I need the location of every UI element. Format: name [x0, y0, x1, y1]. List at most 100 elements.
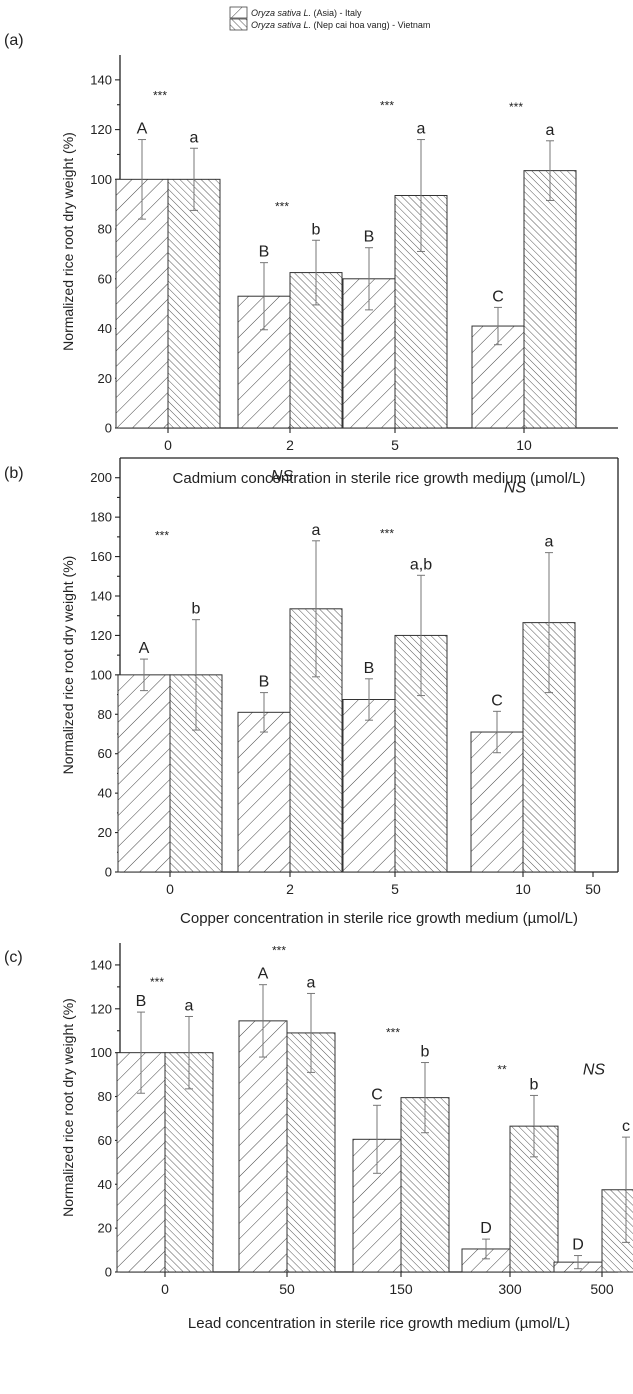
- legend: Oryza sativa L. (Asia) - Italy Oryza sat…: [229, 6, 430, 31]
- y-tick-label: 120: [90, 122, 112, 137]
- significance-letter: a,b: [410, 556, 432, 573]
- y-tick-label: 100: [90, 667, 112, 682]
- significance-marker: **: [497, 1062, 507, 1076]
- y-tick-label: 20: [98, 1221, 112, 1236]
- significance-letter: a: [307, 974, 316, 991]
- significance-letter: B: [259, 244, 270, 261]
- significance-letter: a: [190, 129, 199, 146]
- significance-marker: ***: [275, 199, 289, 213]
- y-tick-label: 200: [90, 470, 112, 485]
- y-tick-label: 60: [98, 1133, 112, 1148]
- x-tick-label: 2: [286, 881, 294, 897]
- y-tick-label: 100: [90, 172, 112, 187]
- x-tick-label: 150: [389, 1281, 413, 1297]
- significance-letter: b: [192, 601, 201, 618]
- x-tick-label: 0: [166, 881, 174, 897]
- significance-marker: ***: [380, 526, 394, 540]
- legend-origin: (Asia) - Italy: [311, 8, 362, 18]
- y-tick-label: 80: [98, 1089, 112, 1104]
- y-tick-label: 180: [90, 510, 112, 525]
- bar-vietnam: [601, 1189, 633, 1273]
- significance-marker: ***: [272, 944, 286, 958]
- significance-letter: D: [480, 1220, 492, 1237]
- legend-label-italy: Oryza sativa L. (Asia) - Italy: [251, 8, 362, 18]
- significance-letter: c: [622, 1118, 630, 1135]
- significance-letter: B: [136, 993, 147, 1010]
- x-tick-label: 2: [286, 437, 294, 453]
- significance-marker: ***: [153, 89, 167, 103]
- y-tick-label: 140: [90, 72, 112, 87]
- x-axis-label: Cadmium concentration in sterile rice gr…: [173, 470, 586, 487]
- bar-italy: [238, 1020, 288, 1273]
- y-axis-label: Normalized rice root dry weight (%): [60, 998, 76, 1217]
- x-tick-label: 0: [161, 1281, 169, 1297]
- y-tick-label: 80: [98, 707, 112, 722]
- significance-letter: D: [572, 1237, 584, 1254]
- x-tick-label: 300: [498, 1281, 522, 1297]
- bar-italy: [117, 674, 171, 873]
- legend-swatch-vietnam: [229, 18, 248, 31]
- significance-letter: a: [417, 121, 426, 138]
- legend-label-vietnam: Oryza sativa L. (Nep cai hoa vang) - Vie…: [251, 20, 430, 30]
- significance-marker: ***: [386, 1026, 400, 1040]
- panel-label: (b): [4, 465, 24, 482]
- significance-marker: NS: [583, 1062, 606, 1079]
- x-tick-label: 5: [391, 881, 399, 897]
- significance-marker: ***: [155, 529, 169, 543]
- bar-vietnam: [167, 178, 221, 429]
- y-tick-label: 60: [98, 746, 112, 761]
- significance-letter: b: [421, 1044, 430, 1061]
- significance-marker: ***: [380, 99, 394, 113]
- significance-letter: b: [530, 1076, 539, 1093]
- y-tick-label: 40: [98, 321, 112, 336]
- panel-c: (c) 0 20 40 60 80 100 120 140 Normalized rice roo…: [4, 943, 633, 1332]
- x-tick-label: 0: [164, 437, 172, 453]
- y-tick-label: 140: [90, 589, 112, 604]
- y-tick-label: 0: [105, 421, 112, 436]
- y-tick-label: 40: [98, 786, 112, 801]
- y-tick-label: 60: [98, 271, 112, 286]
- significance-marker: ***: [509, 100, 523, 114]
- y-axis-label: Normalized rice root dry weight (%): [60, 556, 76, 775]
- y-tick-label: 120: [90, 1001, 112, 1016]
- y-tick-label: 100: [90, 1045, 112, 1060]
- significance-marker: NS: [504, 480, 527, 497]
- significance-letter: b: [312, 221, 321, 238]
- y-tick-label: 40: [98, 1177, 112, 1192]
- significance-letter: B: [364, 660, 375, 677]
- y-tick-label: 120: [90, 628, 112, 643]
- bar-italy: [115, 178, 169, 429]
- x-tick-label: 5: [391, 437, 399, 453]
- significance-letter: a: [312, 522, 321, 539]
- y-tick-label: 140: [90, 957, 112, 972]
- significance-letter: C: [371, 1086, 383, 1103]
- legend-origin: (Nep cai hoa vang) - Vietnam: [311, 20, 430, 30]
- x-tick-label: 10: [516, 437, 532, 453]
- x-axis-label: Lead concentration in sterile rice growt…: [188, 1315, 570, 1332]
- bar-italy: [470, 731, 524, 873]
- y-tick-label: 80: [98, 222, 112, 237]
- bar-italy: [237, 711, 291, 873]
- significance-marker: ***: [150, 975, 164, 989]
- y-tick-label: 0: [105, 865, 112, 880]
- y-tick-label: 20: [98, 825, 112, 840]
- y-tick-label: 20: [98, 371, 112, 386]
- x-tick-label: 50: [279, 1281, 295, 1297]
- significance-letter: a: [185, 997, 194, 1014]
- significance-letter: A: [139, 640, 150, 657]
- significance-letter: C: [492, 288, 504, 305]
- panel-label: (c): [4, 949, 23, 966]
- y-tick-label: 160: [90, 549, 112, 564]
- significance-letter: B: [259, 674, 270, 691]
- y-axis-label: Normalized rice root dry weight (%): [60, 132, 76, 351]
- x-tick-label: 50: [585, 881, 601, 897]
- legend-species: Oryza sativa L.: [251, 20, 311, 30]
- significance-marker: NS: [271, 468, 294, 485]
- panel-b: (b)020406080100120140160180200Normalized…: [4, 457, 619, 927]
- panel-label: (a): [4, 32, 24, 49]
- legend-species: Oryza sativa L.: [251, 8, 311, 18]
- significance-letter: B: [364, 229, 375, 246]
- significance-letter: a: [546, 122, 555, 139]
